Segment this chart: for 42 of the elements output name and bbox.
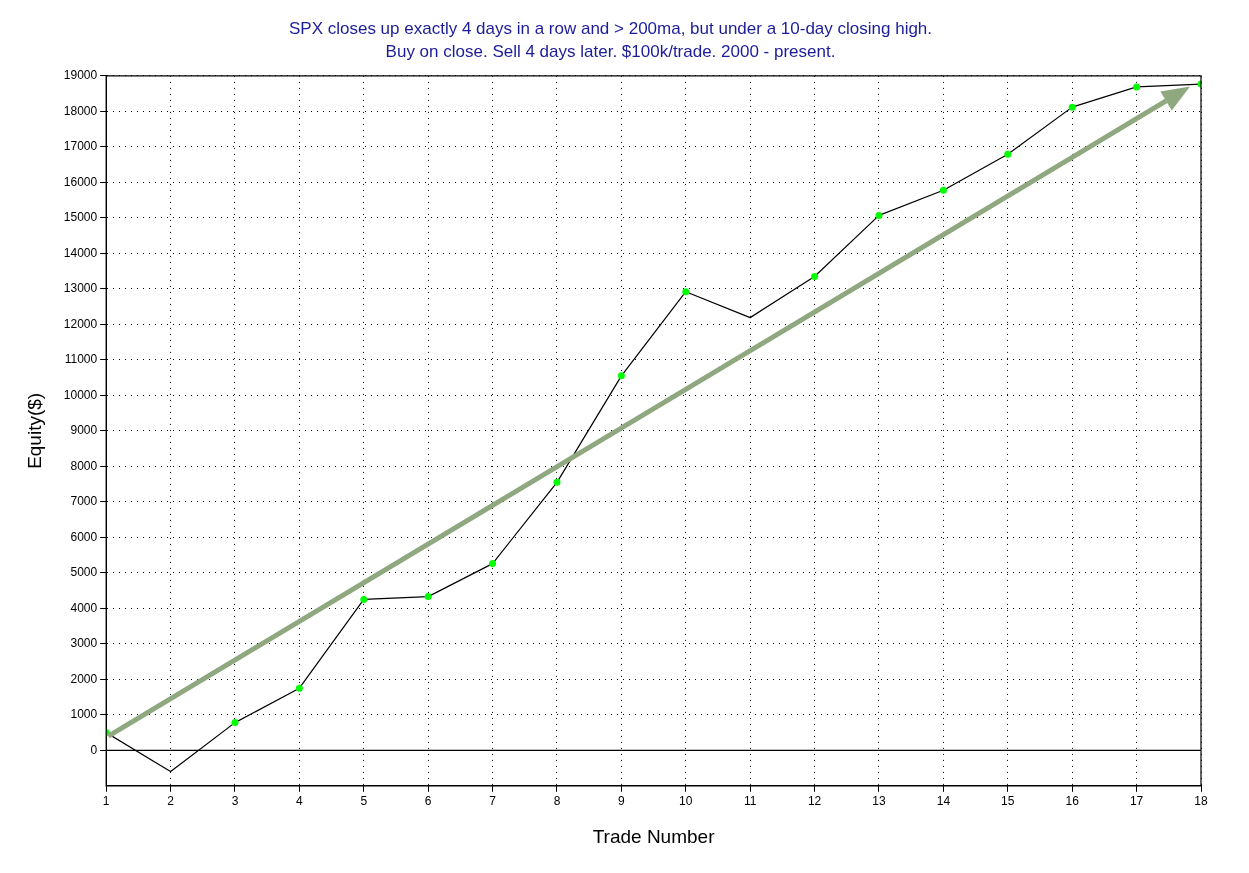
y-axis-title: Equity($) <box>23 392 45 469</box>
y-tick-label: 18000 <box>63 103 98 118</box>
x-tick-label: 2 <box>167 794 175 809</box>
y-tick-label: 19000 <box>63 68 98 83</box>
y-tick-label: 6000 <box>70 529 98 544</box>
y-tick-label: 7000 <box>70 494 98 509</box>
x-tick-label: 17 <box>1129 794 1144 809</box>
y-tick-label: 10000 <box>63 387 98 402</box>
x-tick-label: 6 <box>424 794 432 809</box>
x-tick-label: 18 <box>1194 794 1208 809</box>
y-tick-label: 11000 <box>64 352 98 367</box>
x-tick-label: 7 <box>489 794 497 809</box>
y-tick-label: 17000 <box>63 139 98 154</box>
y-tick-label: 14000 <box>63 245 98 260</box>
x-tick-label: 3 <box>231 794 239 809</box>
text: SPX closes up exactly 4 days in a row and > 200ma, but under a 10-day closing high. <box>288 19 933 39</box>
text: Buy on close. Sell 4 days later. $100k/trade. 2000 - present. <box>385 42 836 62</box>
y-tick-label: 1000 <box>70 707 98 722</box>
x-tick-label: 5 <box>360 794 368 809</box>
y-tick-label: 5000 <box>70 565 98 580</box>
x-tick-label: 9 <box>618 794 626 809</box>
y-tick-label: 2000 <box>70 671 98 686</box>
x-tick-label: 8 <box>553 794 561 809</box>
y-tick-label: 16000 <box>63 174 98 189</box>
y-tick-label: 12000 <box>63 316 98 331</box>
x-axis-title: Trade Number <box>592 825 716 847</box>
y-tick-label: 9000 <box>70 423 98 438</box>
x-tick-label: 11 <box>743 794 757 809</box>
x-tick-label: 13 <box>872 794 886 809</box>
x-tick-label: 15 <box>1001 794 1015 809</box>
x-tick-label: 1 <box>102 794 110 809</box>
y-tick-label: 3000 <box>70 636 98 651</box>
y-tick-label: 0 <box>90 742 98 757</box>
x-tick-label: 4 <box>296 794 304 809</box>
x-tick-label: 10 <box>679 794 693 809</box>
x-tick-label: 12 <box>807 794 822 809</box>
y-tick-label: 13000 <box>63 281 98 296</box>
x-tick-label: 16 <box>1065 794 1080 809</box>
y-tick-label: 4000 <box>70 600 98 615</box>
y-tick-label: 8000 <box>70 458 98 473</box>
x-tick-label: 14 <box>936 794 951 809</box>
y-tick-label: 15000 <box>63 210 98 225</box>
